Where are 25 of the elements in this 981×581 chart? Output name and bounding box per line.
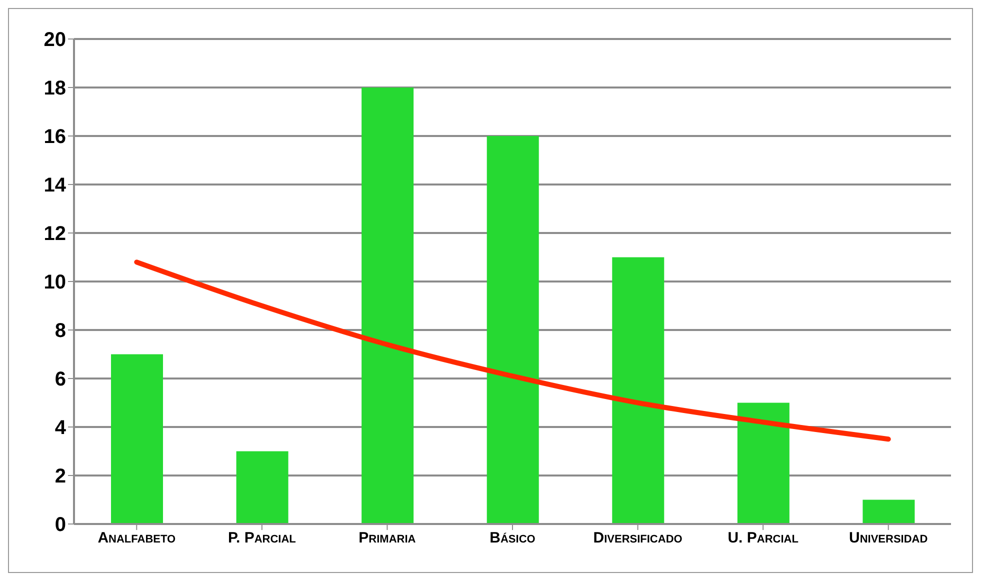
bar — [236, 451, 288, 524]
y-tick-label: 0 — [54, 514, 66, 536]
bar — [737, 402, 790, 524]
y-tick-label: 4 — [54, 417, 67, 440]
bar — [862, 500, 915, 524]
y-tick-label: 6 — [54, 368, 66, 391]
x-tick-label: Universidad — [849, 530, 928, 547]
bar — [362, 88, 414, 524]
x-tick-label: Diversificado — [593, 530, 683, 547]
x-tick-label: P. Parcial — [228, 530, 296, 547]
y-tick-label: 10 — [44, 272, 66, 294]
y-tick-label: 20 — [44, 29, 66, 52]
y-tick-label: 12 — [44, 223, 66, 246]
bar — [486, 136, 539, 524]
bar — [612, 257, 664, 524]
y-tick-label: 14 — [44, 174, 67, 197]
y-tick-label: 2 — [54, 466, 66, 488]
y-tick-label: 8 — [54, 320, 66, 342]
x-tick-label: U. Parcial — [728, 530, 799, 547]
y-tick-label: 18 — [44, 78, 66, 100]
x-tick-label: Analfabeto — [98, 530, 176, 547]
bar — [111, 354, 163, 524]
x-tick-label: Primaria — [358, 530, 416, 547]
y-tick-label: 16 — [44, 126, 66, 148]
x-tick-label: Básico — [490, 530, 536, 547]
